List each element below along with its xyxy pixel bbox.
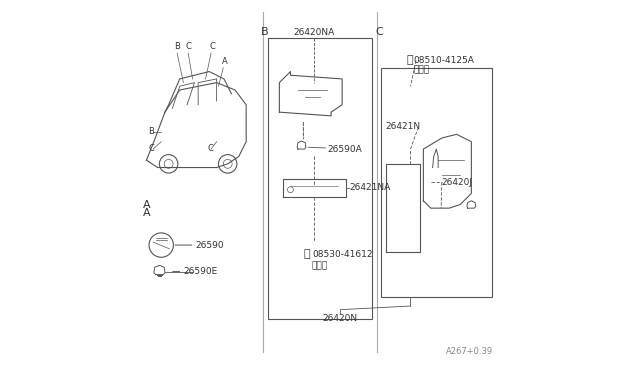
Text: B: B	[174, 42, 180, 51]
Text: —: —	[172, 267, 180, 276]
Text: 26420NA: 26420NA	[294, 28, 335, 36]
Text: （２）: （２）	[312, 261, 328, 270]
Text: A267+0.39: A267+0.39	[447, 347, 493, 356]
Text: C: C	[185, 42, 191, 51]
Text: C: C	[209, 42, 215, 51]
Text: 08510-4125A: 08510-4125A	[413, 56, 474, 65]
Text: A: A	[143, 200, 150, 210]
Text: 26421NA: 26421NA	[349, 183, 391, 192]
Text: 26590: 26590	[195, 241, 224, 250]
Text: （２）: （２）	[413, 65, 429, 74]
Text: 08530-41612: 08530-41612	[312, 250, 372, 259]
Text: 26421N: 26421N	[386, 122, 421, 131]
Text: 26590A: 26590A	[328, 145, 362, 154]
Text: C: C	[207, 144, 213, 153]
Bar	[268, 38, 372, 319]
Text: 26420N: 26420N	[323, 314, 358, 323]
Text: B: B	[148, 127, 154, 136]
Text: A: A	[143, 208, 150, 218]
Bar	[381, 68, 492, 297]
Text: C: C	[148, 144, 154, 153]
Text: 26420J: 26420J	[442, 178, 473, 187]
Text: B: B	[261, 27, 269, 37]
Text: Ⓢ: Ⓢ	[303, 249, 310, 259]
Text: Ⓢ: Ⓢ	[407, 55, 413, 65]
Text: A: A	[222, 57, 228, 66]
Text: C: C	[376, 27, 383, 37]
Text: 26590E: 26590E	[184, 267, 218, 276]
